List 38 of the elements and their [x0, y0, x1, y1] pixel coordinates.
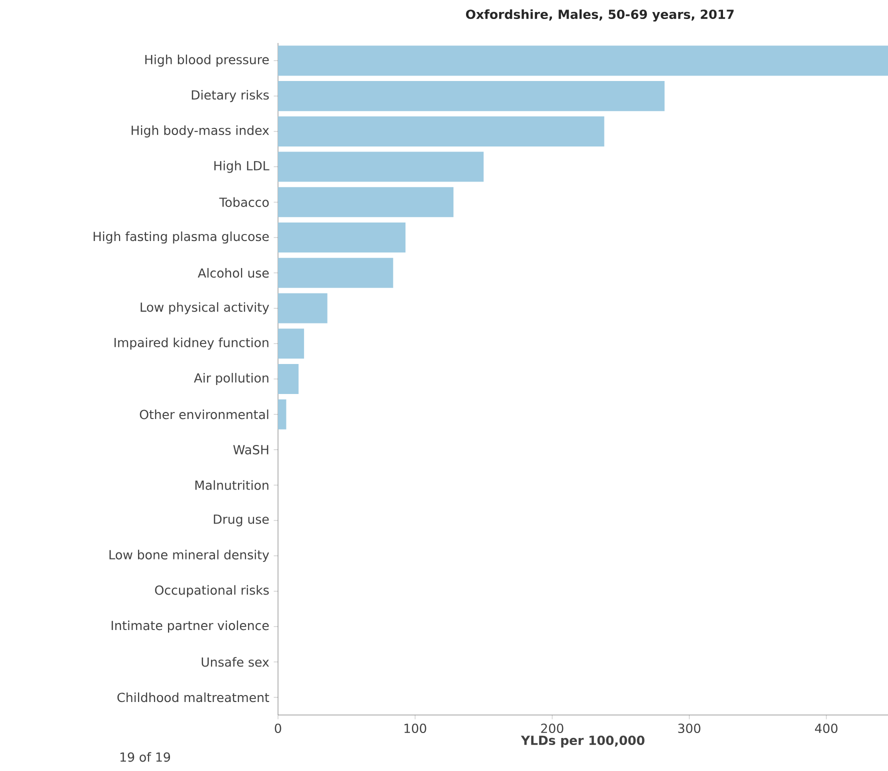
y-tick-label: Tobacco	[219, 197, 269, 207]
x-tick-label: 400	[815, 724, 838, 734]
bar	[278, 364, 299, 394]
bar	[278, 187, 454, 218]
x-tick-label: 200	[541, 724, 564, 734]
x-tick-label: 100	[404, 724, 426, 734]
y-tick-label: Impaired kidney function	[114, 338, 268, 350]
bar	[278, 152, 484, 182]
y-tick-label: Unsafe sex	[202, 657, 269, 667]
bar	[278, 293, 328, 324]
y-tick-label: Alcohol use	[198, 268, 269, 278]
y-tick-label: High LDL	[214, 160, 270, 173]
y-tick-label: Air pollution	[194, 372, 268, 386]
x-tick-label: 300	[678, 724, 700, 734]
y-tick-label: Drug use	[214, 514, 269, 526]
y-tick-label: High body-mass index	[132, 125, 270, 138]
bar	[278, 81, 665, 112]
y-tick-label: Dietary risks	[192, 90, 269, 102]
bar	[278, 46, 888, 76]
bar	[278, 258, 394, 288]
bar	[278, 116, 604, 146]
y-tick-label: Other environmental	[140, 410, 268, 420]
y-tick-label: WaSH	[233, 445, 268, 454]
y-tick-label: Occupational risks	[155, 585, 269, 598]
bar	[278, 399, 286, 430]
y-tick-label: Low physical activity	[140, 302, 270, 314]
x-axis-title: YLDs per 100,000	[520, 736, 644, 748]
y-tick-label: Intimate partner violence	[112, 620, 269, 633]
bar	[278, 222, 406, 253]
y-tick-label: Low bone mineral density	[110, 550, 270, 562]
chart-title: Oxfordshire, Males, 50-69 years, 2017	[466, 9, 734, 22]
y-tick-label: High fasting plasma glucose	[94, 231, 269, 244]
text: 19 of 19	[120, 752, 170, 762]
x-tick-label: 0	[274, 724, 282, 734]
y-tick-label: High blood pressure	[145, 54, 269, 67]
y-tick-label: Malnutrition	[195, 480, 268, 490]
y-tick-label: Childhood maltreatment	[117, 692, 270, 702]
bar	[278, 328, 304, 359]
